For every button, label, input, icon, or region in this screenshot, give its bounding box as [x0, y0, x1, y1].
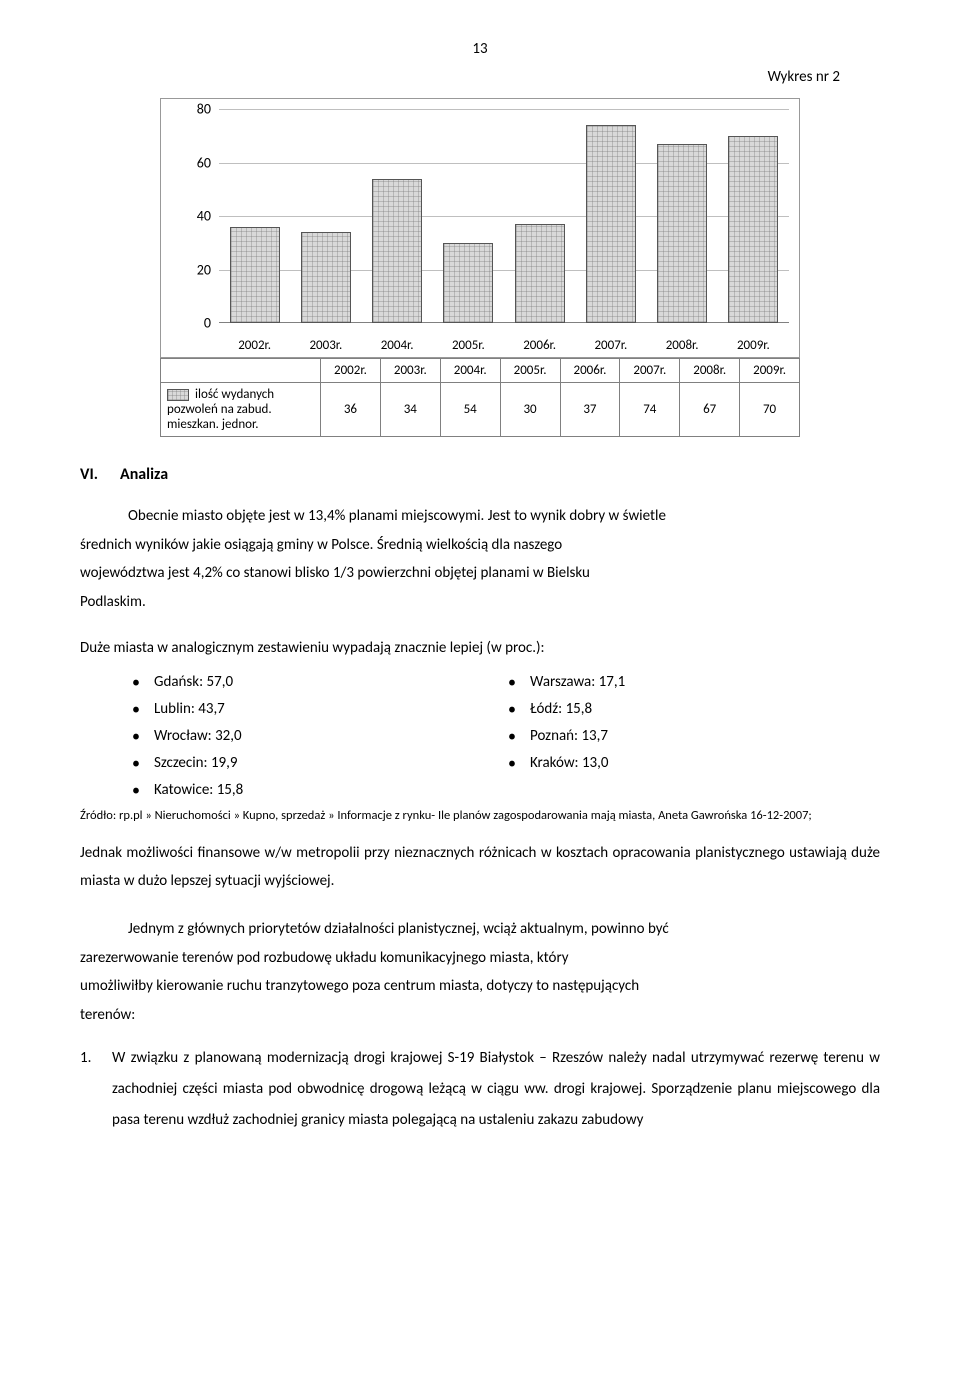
- bars: [219, 109, 789, 323]
- bar: [515, 224, 565, 323]
- bar-slot: [219, 109, 290, 323]
- paragraph: zarezerwowanie terenów pod rozbudowę ukł…: [80, 944, 880, 973]
- chart-title: Wykres nr 2: [80, 68, 880, 86]
- paragraph: średnich wyników jakie osiągają gminy w …: [80, 531, 880, 560]
- section-heading: VI.Analiza: [80, 465, 880, 484]
- numbered-list: W związku z planowaną modernizacją drogi…: [80, 1043, 880, 1135]
- y-axis-label: 40: [181, 208, 211, 225]
- source-text: Źródło: rp.pl » Nieruchomości » Kupno, s…: [80, 808, 880, 824]
- table-header: 2002r.: [321, 359, 381, 383]
- table-header: 2009r.: [740, 359, 800, 383]
- table-cell: 37: [560, 383, 620, 437]
- paragraph: województwa jest 4,2% co stanowi blisko …: [80, 559, 880, 588]
- paragraph: Jednak możliwości finansowe w/w metropol…: [80, 840, 880, 896]
- list-item: Katowice: 15,8: [128, 777, 504, 804]
- city-columns: Gdańsk: 57,0Lublin: 43,7Wrocław: 32,0Szc…: [128, 669, 880, 804]
- x-axis-label: 2002r.: [219, 338, 290, 353]
- list-item: W związku z planowaną modernizacją drogi…: [80, 1043, 880, 1135]
- table-cell: 67: [680, 383, 740, 437]
- legend-cell: ilość wydanych pozwoleń na zabud. mieszk…: [161, 383, 321, 437]
- x-axis-label: 2007r.: [575, 338, 646, 353]
- list-item: Gdańsk: 57,0: [128, 669, 504, 696]
- bar: [443, 243, 493, 323]
- x-axis-label: 2009r.: [718, 338, 789, 353]
- table-cell: 36: [321, 383, 381, 437]
- table-header: 2005r.: [500, 359, 560, 383]
- table-cell: 34: [380, 383, 440, 437]
- bar-chart: 0 20 40 60 80 2002r.2003r.2004r.2005r.2006r.…: [160, 98, 800, 358]
- table-header: 2006r.: [560, 359, 620, 383]
- x-axis-label: 2004r.: [362, 338, 433, 353]
- list-item: Lublin: 43,7: [128, 696, 504, 723]
- paragraph: umożliwiłby kierowanie ruchu tranzytoweg…: [80, 972, 880, 1001]
- table-cell: 74: [620, 383, 680, 437]
- bar-slot: [647, 109, 718, 323]
- paragraph: terenów:: [80, 1001, 880, 1030]
- y-axis-label: 60: [181, 154, 211, 171]
- paragraph: Duże miasta w analogicznym zestawieniu w…: [80, 634, 880, 663]
- bar-slot: [290, 109, 361, 323]
- bar: [586, 125, 636, 323]
- list-item: Warszawa: 17,1: [504, 669, 880, 696]
- table-cell: 54: [440, 383, 500, 437]
- city-col-right: Warszawa: 17,1Łódź: 15,8Poznań: 13,7Krak…: [504, 669, 880, 804]
- section-title: Analiza: [120, 465, 168, 484]
- table-cell: 30: [500, 383, 560, 437]
- y-axis-label: 80: [181, 101, 211, 118]
- bar: [301, 232, 351, 323]
- city-col-left: Gdańsk: 57,0Lublin: 43,7Wrocław: 32,0Szc…: [128, 669, 504, 804]
- y-axis-label: 20: [181, 261, 211, 278]
- table-cell: 70: [740, 383, 800, 437]
- bar-slot: [362, 109, 433, 323]
- y-axis-label: 0: [181, 315, 211, 332]
- paragraph: Obecnie miasto objęte jest w 13,4% plana…: [80, 502, 880, 531]
- list-item: Wrocław: 32,0: [128, 723, 504, 750]
- x-axis-label: 2005r.: [433, 338, 504, 353]
- bar: [230, 227, 280, 323]
- bar: [728, 136, 778, 323]
- section-number: VI.: [80, 465, 120, 484]
- table-header: 2007r.: [620, 359, 680, 383]
- list-item: Szczecin: 19,9: [128, 750, 504, 777]
- x-axis-label: 2008r.: [647, 338, 718, 353]
- bar: [657, 144, 707, 323]
- bar-slot: [433, 109, 504, 323]
- bar-slot: [504, 109, 575, 323]
- chart-data-table: 2002r.2003r.2004r.2005r.2006r.2007r.2008…: [160, 358, 800, 437]
- paragraph: Jednym z głównych priorytetów działalnoś…: [80, 915, 880, 944]
- x-axis-label: 2003r.: [290, 338, 361, 353]
- paragraph: Podlaskim.: [80, 588, 880, 617]
- table-header: 2008r.: [680, 359, 740, 383]
- legend-swatch: [167, 389, 189, 401]
- list-item: Łódź: 15,8: [504, 696, 880, 723]
- list-item: Poznań: 13,7: [504, 723, 880, 750]
- chart-container: 020406080 2002r.2003r.2004r.2005r.2006r.…: [160, 98, 800, 437]
- page-number: 13: [80, 40, 880, 58]
- x-axis-label: 2006r.: [504, 338, 575, 353]
- bar: [372, 179, 422, 323]
- table-header: 2003r.: [380, 359, 440, 383]
- table-header: 2004r.: [440, 359, 500, 383]
- list-item: Kraków: 13,0: [504, 750, 880, 777]
- bar-slot: [718, 109, 789, 323]
- bar-slot: [575, 109, 646, 323]
